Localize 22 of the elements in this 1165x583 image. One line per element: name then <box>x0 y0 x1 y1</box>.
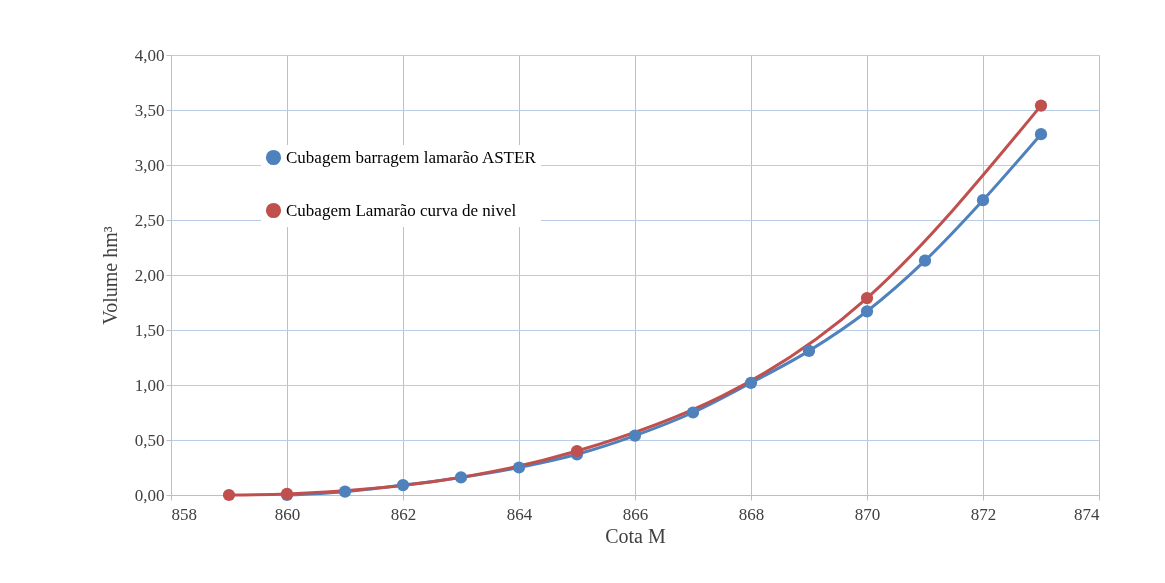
legend-label: Cubagem barragem lamarão ASTER <box>286 147 537 167</box>
x-tick-label: 870 <box>854 504 881 524</box>
y-tick-label: 1,50 <box>134 320 165 340</box>
x-tick-label: 874 <box>1074 504 1100 524</box>
y-tick-label: 3,00 <box>134 155 165 175</box>
y-tick-label: 4,00 <box>134 45 165 65</box>
y-tick-label: 2,00 <box>134 265 165 285</box>
legend-label: Cubagem Lamarão curva de nivel <box>286 200 517 220</box>
x-tick-label: 862 <box>390 504 417 524</box>
x-tick-label: 858 <box>171 504 197 524</box>
x-axis-title: Cota M <box>605 524 666 547</box>
x-tick-label: 868 <box>738 504 765 524</box>
x-tick-label: 872 <box>970 504 997 524</box>
y-tick-label: 2,50 <box>134 210 165 230</box>
x-tick-label: 866 <box>622 504 649 524</box>
y-axis-title: Volume hm³ <box>98 226 121 325</box>
x-tick-label: 860 <box>274 504 301 524</box>
y-tick-label: 0,50 <box>134 430 165 450</box>
x-tick-label: 864 <box>506 504 533 524</box>
y-tick-label: 1,00 <box>134 375 165 395</box>
y-tick-label: 3,50 <box>134 100 165 120</box>
y-tick-label: 0,00 <box>134 485 165 505</box>
